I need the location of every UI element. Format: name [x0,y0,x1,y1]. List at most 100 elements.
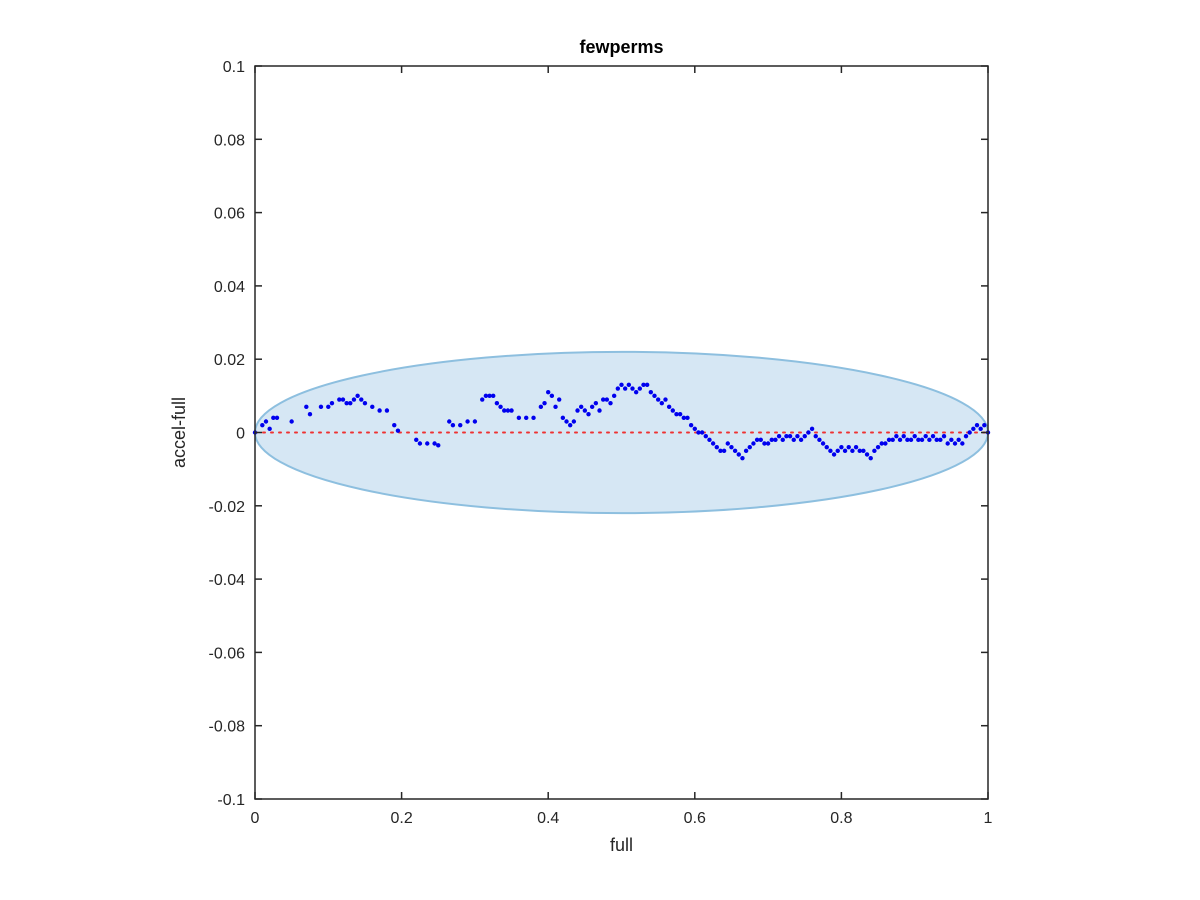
data-point [260,422,265,428]
data-point [861,448,866,454]
x-tick-label: 0.2 [390,810,412,827]
data-point [857,448,862,454]
data-point [787,433,793,439]
data-point [894,433,899,439]
data-point [762,441,767,446]
data-point [560,415,566,421]
data-point [615,386,621,391]
data-point [505,408,511,413]
data-point [776,433,782,439]
data-point [912,433,917,439]
data-point [927,437,932,443]
data-point [802,433,807,439]
data-point [648,389,654,395]
data-point [593,400,599,406]
data-point [864,452,870,457]
data-point [359,397,364,402]
data-point [699,430,705,435]
y-tick-label: -0.08 [209,719,246,736]
data-point [751,441,756,446]
data-point [384,408,390,413]
y-tick-label: -0.02 [209,499,246,516]
data-point [677,411,683,417]
data-point [736,452,741,457]
data-point [714,444,719,450]
data-point [666,404,672,410]
data-point [425,441,430,446]
data-point [934,437,939,443]
data-point [611,393,617,399]
data-point [747,444,752,450]
data-point [549,393,555,399]
data-point [417,441,423,446]
data-point [839,444,844,450]
data-point [483,393,489,399]
data-point [509,408,514,413]
x-tick-label: 0.6 [684,810,706,827]
data-point [626,382,632,388]
data-point [817,437,822,443]
data-point [392,422,397,428]
data-point [758,437,763,443]
data-point [450,422,456,428]
data-point [472,419,478,424]
y-axis-label: accel-full [169,397,189,468]
data-points-layer [252,382,991,461]
data-point [886,437,892,443]
data-point [575,408,580,413]
data-point [659,400,665,406]
data-point [670,408,676,413]
data-point [370,404,375,410]
data-point [820,441,826,446]
data-point [809,426,815,432]
data-point [688,422,694,428]
data-point [930,433,936,439]
data-point [967,430,972,435]
data-point [351,397,357,402]
x-tick-label: 1 [984,810,993,827]
data-point [644,382,650,388]
data-point [897,437,903,443]
data-point [963,433,969,439]
data-point [600,397,606,402]
data-point [414,437,419,443]
data-point [329,400,335,406]
data-point [982,422,987,428]
data-point [938,437,943,443]
data-point [740,455,745,461]
data-point [791,437,796,443]
data-point [326,404,331,410]
data-point [846,444,851,450]
y-tick-label: 0.08 [214,132,245,149]
data-point [692,426,697,432]
data-point [872,448,877,454]
data-point [619,382,624,388]
data-point [831,452,837,457]
data-point [685,415,690,421]
y-axis-ticks: 0.1 0.08 0.06 0.04 0.02 0 -0.02 -0.04 -0.06 -0.08… [209,59,988,809]
data-point [729,444,734,450]
data-point [498,404,503,410]
data-point [432,441,437,446]
data-point [271,415,276,421]
data-point [531,415,536,421]
data-point [622,386,628,391]
y-tick-label: 0.1 [223,59,245,76]
data-point [608,400,613,406]
data-point [641,382,646,388]
x-tick-label: 0.4 [537,810,559,827]
y-tick-label: -0.04 [209,572,246,589]
data-point [538,404,544,410]
data-point [465,419,470,424]
data-point [883,441,888,446]
data-point [524,415,529,421]
data-point [806,430,811,435]
data-point [340,397,346,402]
data-point [663,397,668,402]
data-point [267,426,272,432]
data-point [546,389,551,395]
data-point [908,437,914,443]
data-point [377,408,382,413]
data-point [868,455,873,461]
data-point [304,404,309,410]
